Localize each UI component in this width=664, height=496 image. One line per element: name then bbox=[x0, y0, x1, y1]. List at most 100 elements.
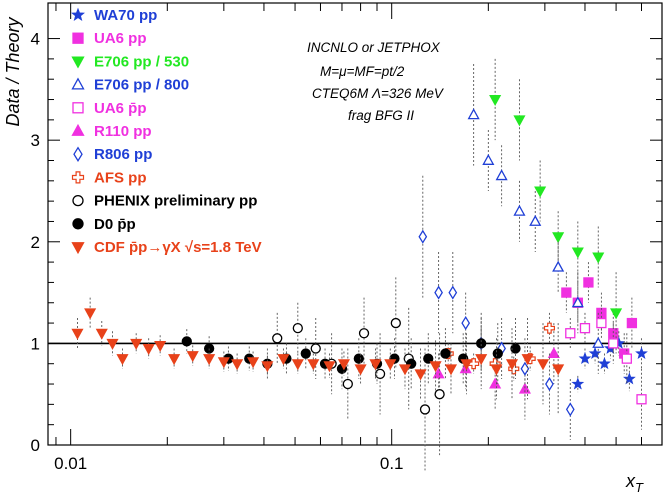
legend-marker bbox=[72, 218, 84, 230]
y-tick-label: 0 bbox=[31, 436, 40, 455]
data-point bbox=[490, 364, 503, 376]
data-point bbox=[561, 287, 572, 298]
data-point bbox=[505, 359, 519, 371]
y-tick-label: 1 bbox=[31, 334, 40, 353]
legend-label: WA70 pp bbox=[94, 7, 157, 24]
data-point bbox=[434, 389, 445, 400]
data-point bbox=[598, 357, 611, 370]
data-point bbox=[130, 338, 143, 350]
legend-marker bbox=[72, 102, 84, 114]
data-point bbox=[369, 359, 382, 371]
axis-ticks bbox=[48, 3, 662, 446]
data-point bbox=[186, 351, 199, 363]
legend-entry-r806-pp: R806 pp bbox=[73, 146, 152, 163]
x-tick-label: 0.1 bbox=[380, 454, 404, 473]
plot-frame bbox=[47, 2, 663, 446]
legend: WA70 pp UA6 pp E706 pp / 530 E706 pp / 800 U… bbox=[71, 7, 262, 256]
data-point bbox=[552, 364, 565, 376]
data-point bbox=[414, 369, 427, 381]
data-point bbox=[545, 376, 554, 392]
data-point bbox=[398, 364, 412, 376]
legend-entry-r110-pp: R110 pp bbox=[71, 123, 152, 140]
legend-entry-ua6-p-p: UA6 p̄p bbox=[72, 100, 147, 117]
data-point bbox=[423, 353, 434, 364]
legend-label: E706 pp / 800 bbox=[94, 77, 189, 94]
legend-label: PHENIX preliminary pp bbox=[94, 193, 257, 210]
data-point bbox=[461, 315, 471, 331]
data-point bbox=[84, 308, 97, 320]
data-point bbox=[71, 328, 84, 340]
legend-label: D0 p̄p bbox=[94, 216, 136, 233]
series-e706-pp-800 bbox=[467, 63, 605, 374]
data-point bbox=[419, 404, 431, 415]
data-point bbox=[621, 353, 632, 364]
series-ua6-p-p bbox=[565, 307, 647, 430]
data-point bbox=[337, 359, 350, 371]
data-point bbox=[323, 361, 336, 373]
legend-entry-phenix-preliminary-pp: PHENIX preliminary pp bbox=[72, 193, 257, 210]
data-point bbox=[154, 340, 167, 352]
data-point bbox=[492, 348, 503, 359]
data-point bbox=[610, 308, 623, 320]
y-tick-label: 3 bbox=[31, 131, 40, 150]
data-point bbox=[636, 394, 647, 405]
data-point bbox=[571, 247, 584, 259]
data-point bbox=[482, 153, 495, 165]
axis-tick-labels: 0 1 2 3 4 0.01 0.1 bbox=[31, 30, 404, 473]
legend-entry-d0-p-p: D0 p̄p bbox=[72, 216, 136, 233]
data-point bbox=[571, 296, 584, 308]
series-r806-pp bbox=[418, 175, 575, 440]
data-point bbox=[592, 336, 605, 348]
data-point bbox=[534, 186, 547, 198]
data-point bbox=[592, 252, 605, 264]
data-point bbox=[116, 354, 129, 366]
data-point bbox=[552, 232, 565, 244]
data-point bbox=[358, 328, 370, 339]
legend-label: CDF p̄p→γX √s=1.8 TeV bbox=[94, 239, 262, 256]
legend-label: AFS pp bbox=[94, 169, 147, 186]
legend-marker bbox=[72, 32, 84, 44]
data-point bbox=[354, 364, 367, 376]
legend-marker bbox=[71, 77, 85, 90]
data-marks bbox=[71, 58, 648, 471]
legend-label: UA6 pp bbox=[94, 30, 147, 47]
series-d0-p-p bbox=[181, 317, 521, 390]
data-point bbox=[384, 359, 397, 371]
legend-marker bbox=[71, 171, 85, 184]
legend-marker bbox=[73, 146, 83, 162]
data-point bbox=[247, 357, 260, 369]
data-point bbox=[203, 354, 216, 366]
data-point bbox=[513, 115, 526, 127]
data-point bbox=[579, 322, 591, 334]
legend-entry-e706-pp-800: E706 pp / 800 bbox=[71, 77, 189, 94]
data-point bbox=[510, 343, 521, 354]
annotations: INCNLO or JETPHOX M=μ=MF=pt/2 CTEQ6M Λ=326… bbox=[307, 40, 445, 123]
legend-entry-e706-pp-530: E706 pp / 530 bbox=[71, 53, 189, 70]
data-point bbox=[448, 285, 458, 300]
data-point bbox=[418, 229, 428, 244]
legend-entry-cdf-p-p-x-s-1-8-tev: CDF p̄p→γX √s=1.8 TeV bbox=[71, 239, 262, 256]
data-point bbox=[272, 333, 283, 344]
data-point bbox=[571, 377, 585, 390]
data-point bbox=[432, 367, 445, 379]
data-point bbox=[596, 317, 607, 329]
legend-label: R110 pp bbox=[94, 123, 152, 140]
data-point bbox=[626, 317, 638, 329]
data-point bbox=[142, 343, 155, 355]
data-point bbox=[277, 354, 290, 366]
legend-marker bbox=[72, 194, 84, 207]
data-point bbox=[635, 346, 648, 359]
legend-label: UA6 p̄p bbox=[94, 100, 147, 117]
x-axis-title-subscript: T bbox=[635, 480, 644, 495]
data-point bbox=[489, 377, 502, 389]
data-point bbox=[495, 169, 508, 181]
legend-marker bbox=[71, 242, 85, 255]
series-cdf-p-p-x-s-1-8-tev bbox=[71, 297, 565, 415]
data-point bbox=[552, 260, 565, 272]
annotation-line: frag BFG II bbox=[348, 108, 414, 123]
data-point bbox=[261, 361, 274, 373]
legend-marker bbox=[71, 7, 85, 21]
data-point bbox=[521, 354, 534, 366]
data-point bbox=[181, 336, 192, 347]
